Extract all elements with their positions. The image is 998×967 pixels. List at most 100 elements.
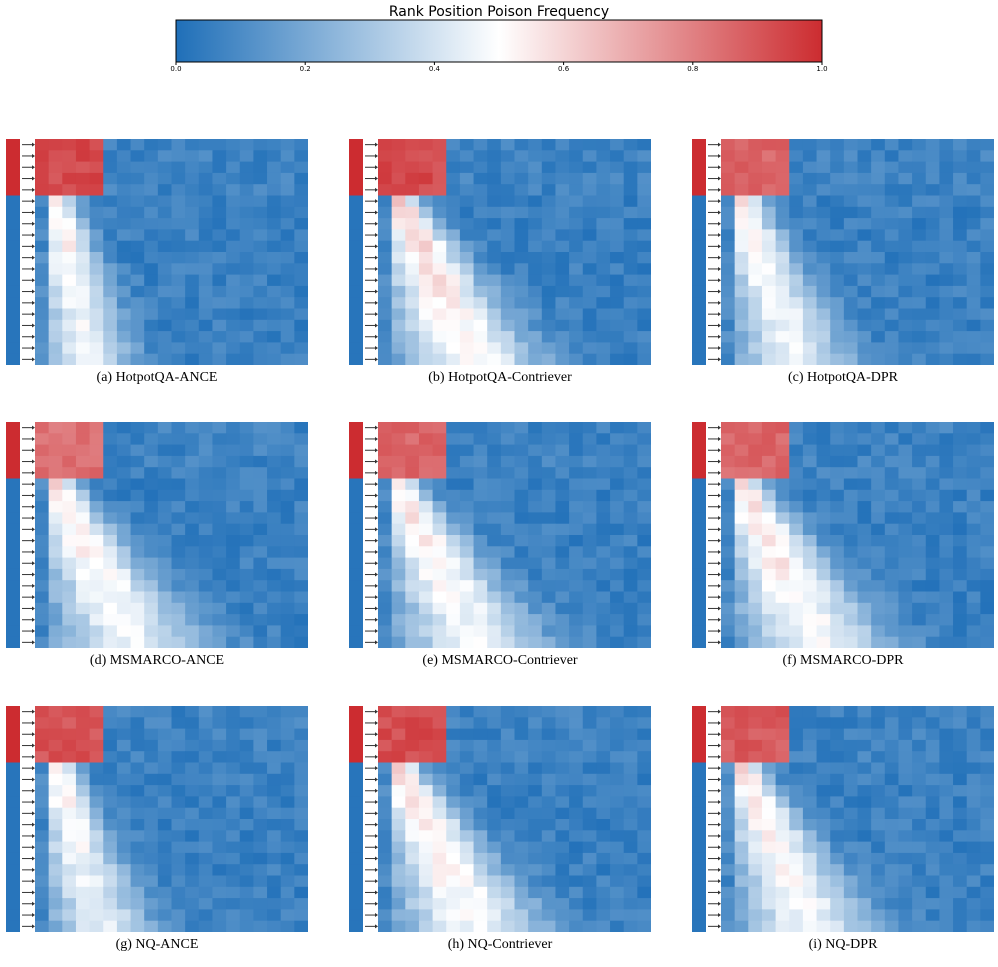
- heatmap-cell: [35, 852, 50, 865]
- heatmap-cell: [378, 240, 393, 253]
- heatmap-cell: [446, 422, 461, 434]
- heatmap-cell: [116, 920, 132, 932]
- heatmap-cell: [432, 297, 447, 309]
- heatmap-cell: [391, 229, 406, 242]
- heatmap-cell: [843, 785, 858, 797]
- heatmap-cell: [267, 342, 282, 355]
- heatmap-cell: [405, 229, 420, 242]
- heatmap-cell: [226, 920, 241, 932]
- heatmap-cell: [116, 342, 132, 355]
- heatmap-cell: [500, 602, 515, 615]
- heatmap-cell: [637, 568, 651, 581]
- heatmap-cell: [378, 184, 393, 196]
- row-indicator-cell: [692, 568, 706, 581]
- row-arrow-head: [375, 777, 378, 782]
- heatmap-cell: [185, 308, 200, 321]
- heatmap-cell: [884, 240, 899, 253]
- heatmap-cell: [418, 739, 434, 752]
- heatmap-cell: [89, 535, 104, 547]
- heatmap-cell: [48, 161, 63, 174]
- heatmap-cell: [898, 274, 913, 287]
- heatmap-cell: [89, 706, 104, 718]
- heatmap-cell: [514, 625, 529, 638]
- heatmap-cell: [637, 807, 651, 820]
- heatmap-cell: [912, 751, 927, 763]
- heatmap-cell: [103, 184, 118, 196]
- heatmap-cell: [802, 478, 818, 491]
- heatmap-cell: [925, 274, 940, 287]
- heatmap-cell: [116, 218, 132, 230]
- heatmap-cell: [267, 512, 282, 525]
- heatmap-cell: [843, 717, 858, 730]
- heatmap-cell: [473, 229, 488, 242]
- heatmap-cell: [89, 602, 104, 615]
- heatmap-cell: [62, 444, 77, 457]
- heatmap-cell: [925, 920, 940, 932]
- heatmap-cell: [541, 433, 556, 446]
- heatmap-cell: [569, 591, 584, 604]
- heatmap-cell: [857, 807, 872, 820]
- row-indicator-cell: [349, 841, 363, 854]
- heatmap-cell: [198, 263, 213, 276]
- heatmap-cell: [541, 218, 556, 230]
- heatmap-cell: [569, 308, 584, 321]
- heatmap-cell: [75, 625, 91, 638]
- heatmap-cell: [144, 274, 159, 287]
- heatmap-cell: [514, 762, 529, 775]
- heatmap-cell: [144, 297, 159, 309]
- heatmap-cell: [487, 807, 502, 820]
- heatmap-cell: [939, 807, 954, 820]
- heatmap-cell: [623, 852, 638, 865]
- heatmap-cell: [62, 920, 77, 932]
- heatmap-cell: [541, 568, 556, 581]
- heatmap-cell: [171, 263, 186, 276]
- heatmap-cell: [623, 139, 638, 151]
- heatmap-cell: [748, 467, 763, 479]
- heatmap-cell: [980, 796, 994, 809]
- heatmap-cell: [830, 614, 845, 626]
- heatmap-cell: [405, 184, 420, 196]
- row-indicator-cell: [692, 489, 706, 502]
- heatmap-cell: [555, 422, 570, 434]
- heatmap-cell: [596, 568, 611, 581]
- heatmap-cell: [212, 852, 227, 865]
- row-indicator-cell: [349, 422, 363, 434]
- heatmap-cell: [802, 489, 818, 502]
- heatmap-cell: [953, 602, 968, 615]
- heatmap-cell: [280, 478, 295, 491]
- heatmap-cell: [569, 501, 584, 513]
- heatmap-cell: [953, 807, 968, 820]
- heatmap-cell: [748, 150, 763, 163]
- heatmap-cell: [857, 353, 872, 365]
- heatmap-cell: [378, 263, 393, 276]
- heatmap-cell: [721, 773, 736, 786]
- heatmap-cell: [267, 614, 282, 626]
- row-indicator-cell: [349, 819, 363, 831]
- heatmap-cell: [500, 852, 515, 865]
- heatmap-cell: [171, 218, 186, 230]
- heatmap-cell: [171, 602, 186, 615]
- heatmap-cell: [912, 297, 927, 309]
- heatmap-cell: [582, 796, 597, 809]
- row-arrow-head: [718, 516, 721, 521]
- heatmap-cell: [528, 739, 543, 752]
- heatmap-cell: [830, 920, 845, 932]
- heatmap-cell: [130, 796, 145, 809]
- heatmap-cell: [294, 422, 308, 434]
- heatmap-cell: [637, 353, 651, 365]
- heatmap-cell: [912, 263, 927, 276]
- heatmap-cell: [418, 422, 434, 434]
- row-indicator-cell: [6, 285, 20, 298]
- heatmap-cell: [75, 308, 91, 321]
- heatmap-cell: [843, 263, 858, 276]
- heatmap-cell: [966, 807, 981, 820]
- heatmap-cell: [62, 285, 77, 298]
- heatmap-cell: [378, 308, 393, 321]
- heatmap-cell: [514, 830, 529, 843]
- heatmap-cell: [582, 467, 597, 479]
- heatmap-cell: [130, 263, 145, 276]
- heatmap-cell: [514, 523, 529, 536]
- heatmap-cell: [253, 523, 268, 536]
- heatmap-cell: [582, 184, 597, 196]
- heatmap-cell: [391, 240, 406, 253]
